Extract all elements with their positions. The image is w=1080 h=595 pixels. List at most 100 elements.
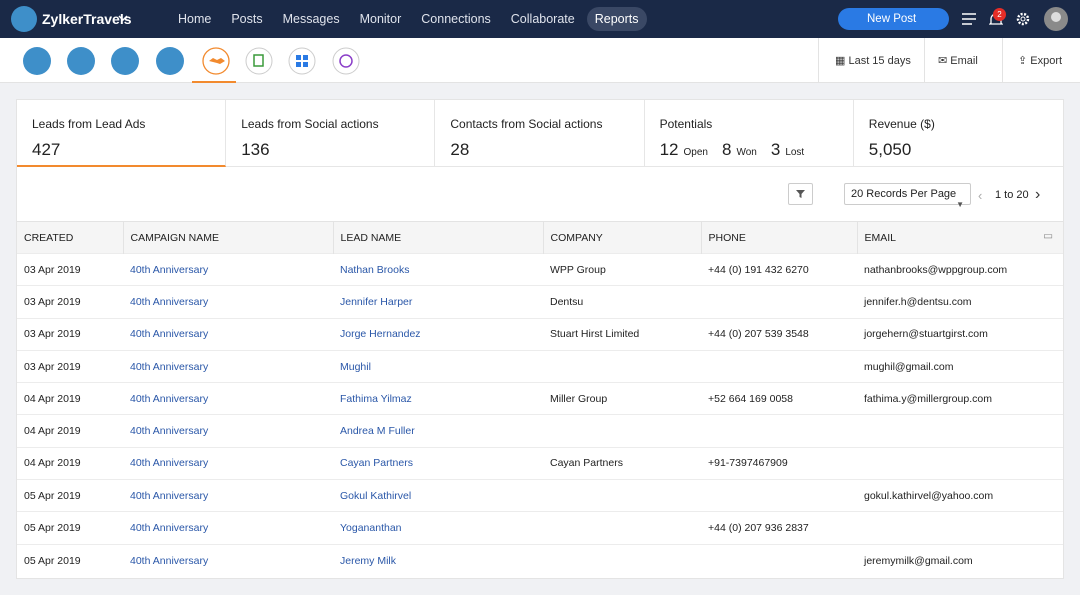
stat-number: 28 (450, 140, 470, 159)
table-cell (543, 511, 701, 545)
column-header[interactable]: COMPANY (543, 221, 702, 254)
table-cell (543, 479, 701, 512)
channel-icons[interactable] (20, 44, 370, 78)
table-cell: gokul.kathirvel@yahoo.com (857, 479, 1063, 512)
table-cell[interactable]: Cayan Partners (333, 446, 543, 480)
stat-tile[interactable]: Potentials 12 Open 8 Won 3 Lost (644, 100, 854, 167)
new-post-button[interactable]: New Post (838, 8, 949, 30)
next-page[interactable]: › (1035, 186, 1041, 203)
table-cell: Stuart Hirst Limited (543, 317, 701, 351)
stat-label: Leads from Social actions (241, 117, 379, 131)
stat-value: 427 (32, 140, 225, 160)
table-cell: Cayan Partners (543, 446, 701, 480)
table-cell (857, 511, 1063, 545)
brand-caret[interactable] (118, 15, 128, 23)
nav-item[interactable]: Messages (282, 12, 340, 26)
stat-tile[interactable]: Leads from Lead Ads 427 (17, 100, 227, 167)
table-cell[interactable]: Jennifer Harper (333, 285, 543, 319)
table-row[interactable]: 03 Apr 2019 40th Anniversary Jorge Hernand… (17, 317, 1063, 351)
date-range[interactable]: ▦ Last 15 days (835, 55, 911, 67)
nav-item[interactable]: Collaborate (510, 12, 575, 26)
table-cell[interactable]: 40th Anniversary (123, 414, 333, 448)
stat-number: 5,050 (868, 140, 912, 159)
table-cell: mughil@gmail.com (857, 349, 1063, 383)
table-body: 03 Apr 2019 40th Anniversary Nathan Brooks… (17, 252, 1063, 577)
divider (1002, 38, 1003, 83)
table-cell (701, 479, 857, 512)
table-cell (543, 543, 701, 577)
column-header[interactable]: EMAIL ▭ (857, 221, 1063, 254)
filter-button[interactable] (788, 183, 813, 205)
table-row[interactable]: 03 Apr 2019 40th Anniversary Mughil mughil@… (17, 349, 1063, 383)
table-cell (543, 414, 701, 448)
table-cell[interactable]: Mughil (333, 349, 543, 383)
table-cell[interactable]: 40th Anniversary (123, 317, 333, 351)
table-row[interactable]: 05 Apr 2019 40th Anniversary Gokul Kathirv… (17, 479, 1063, 512)
stat-number: 427 (32, 140, 61, 159)
table-cell[interactable]: Yogananthan (333, 511, 543, 545)
table-row[interactable]: 04 Apr 2019 40th Anniversary Cayan Partner… (17, 446, 1063, 480)
table-row[interactable]: 04 Apr 2019 40th Anniversary Andrea M Full… (17, 414, 1063, 448)
table-cell[interactable]: 40th Anniversary (123, 446, 333, 480)
table-row[interactable]: 05 Apr 2019 40th Anniversary Yogananthan +4… (17, 511, 1063, 545)
stat-part-value: 8 (721, 140, 732, 159)
nav-item[interactable]: Monitor (359, 12, 402, 26)
table-cell[interactable]: 40th Anniversary (123, 252, 333, 286)
table-cell[interactable]: 40th Anniversary (123, 382, 333, 415)
table-cell[interactable]: Fathima Yilmaz (333, 382, 543, 415)
table-cell: WPP Group (543, 252, 701, 286)
table-cell[interactable]: 40th Anniversary (123, 511, 333, 545)
column-settings-icon[interactable]: ▭ (1043, 230, 1053, 242)
table-cell: +44 (0) 207 936 2837 (701, 511, 857, 545)
stat-value: 28 (450, 140, 643, 160)
table-cell[interactable]: 40th Anniversary (123, 479, 333, 512)
email-label: Email (950, 55, 978, 67)
table-cell: jorgehern@stuartgirst.com (857, 317, 1063, 351)
stat-tile[interactable]: Leads from Social actions 136 (226, 100, 436, 167)
table-row[interactable]: 05 Apr 2019 40th Anniversary Jeremy Milk je… (17, 543, 1063, 577)
table-cell: nathanbrooks@wppgroup.com (857, 252, 1063, 286)
table-cell: 04 Apr 2019 (17, 446, 123, 480)
brand[interactable]: ZylkerTravels (42, 11, 132, 27)
column-header[interactable]: CAMPAIGN NAME (123, 221, 334, 254)
table-cell[interactable]: 40th Anniversary (123, 543, 333, 577)
table-cell[interactable]: Andrea M Fuller (333, 414, 543, 448)
settings-icon[interactable] (1016, 12, 1030, 26)
column-header[interactable]: LEAD NAME (333, 221, 544, 254)
avatar[interactable] (1044, 7, 1068, 31)
table-row[interactable]: 04 Apr 2019 40th Anniversary Fathima Yilma… (17, 382, 1063, 415)
table-cell[interactable]: Jeremy Milk (333, 543, 543, 577)
date-range-label: Last 15 days (848, 55, 911, 67)
divider (924, 38, 925, 83)
table-cell: Miller Group (543, 382, 701, 415)
email-button[interactable]: ✉ Email (938, 55, 978, 67)
nav-item[interactable]: Connections (421, 12, 491, 26)
column-header[interactable]: PHONE (701, 221, 858, 254)
table-cell: +44 (0) 207 539 3548 (701, 317, 857, 351)
column-header[interactable]: CREATED (17, 221, 124, 254)
stat-label: Potentials (659, 117, 713, 131)
stat-part-label: Lost (785, 147, 805, 158)
table-row[interactable]: 03 Apr 2019 40th Anniversary Jennifer Harp… (17, 285, 1063, 319)
list-icon[interactable] (962, 13, 976, 25)
nav-item[interactable]: Posts (231, 12, 263, 26)
table-cell[interactable]: Gokul Kathirvel (333, 479, 543, 512)
export-button[interactable]: ⇪ Export (1018, 55, 1063, 67)
table-row[interactable]: 03 Apr 2019 40th Anniversary Nathan Brooks… (17, 252, 1063, 286)
table-cell: jeremymilk@gmail.com (857, 543, 1063, 577)
prev-page[interactable]: ‹ (978, 188, 983, 203)
nav-item[interactable]: Reports (586, 7, 647, 31)
stat-tile[interactable]: Revenue ($) 5,050 (853, 100, 1063, 167)
nav-item[interactable]: Home (178, 12, 212, 26)
table-cell[interactable]: Jorge Hernandez (333, 317, 543, 351)
table-cell: 05 Apr 2019 (17, 511, 123, 545)
table-cell[interactable]: 40th Anniversary (123, 349, 333, 383)
stat-tile[interactable]: Contacts from Social actions 28 (435, 100, 645, 167)
table-cell: fathima.y@millergroup.com (857, 382, 1063, 415)
records-per-page[interactable]: 20 Records Per Page ▼ (844, 183, 971, 209)
table-cell[interactable]: 40th Anniversary (123, 285, 333, 319)
table-cell (857, 414, 1063, 448)
brand-logo (11, 6, 37, 32)
table-cell[interactable]: Nathan Brooks (333, 252, 543, 286)
